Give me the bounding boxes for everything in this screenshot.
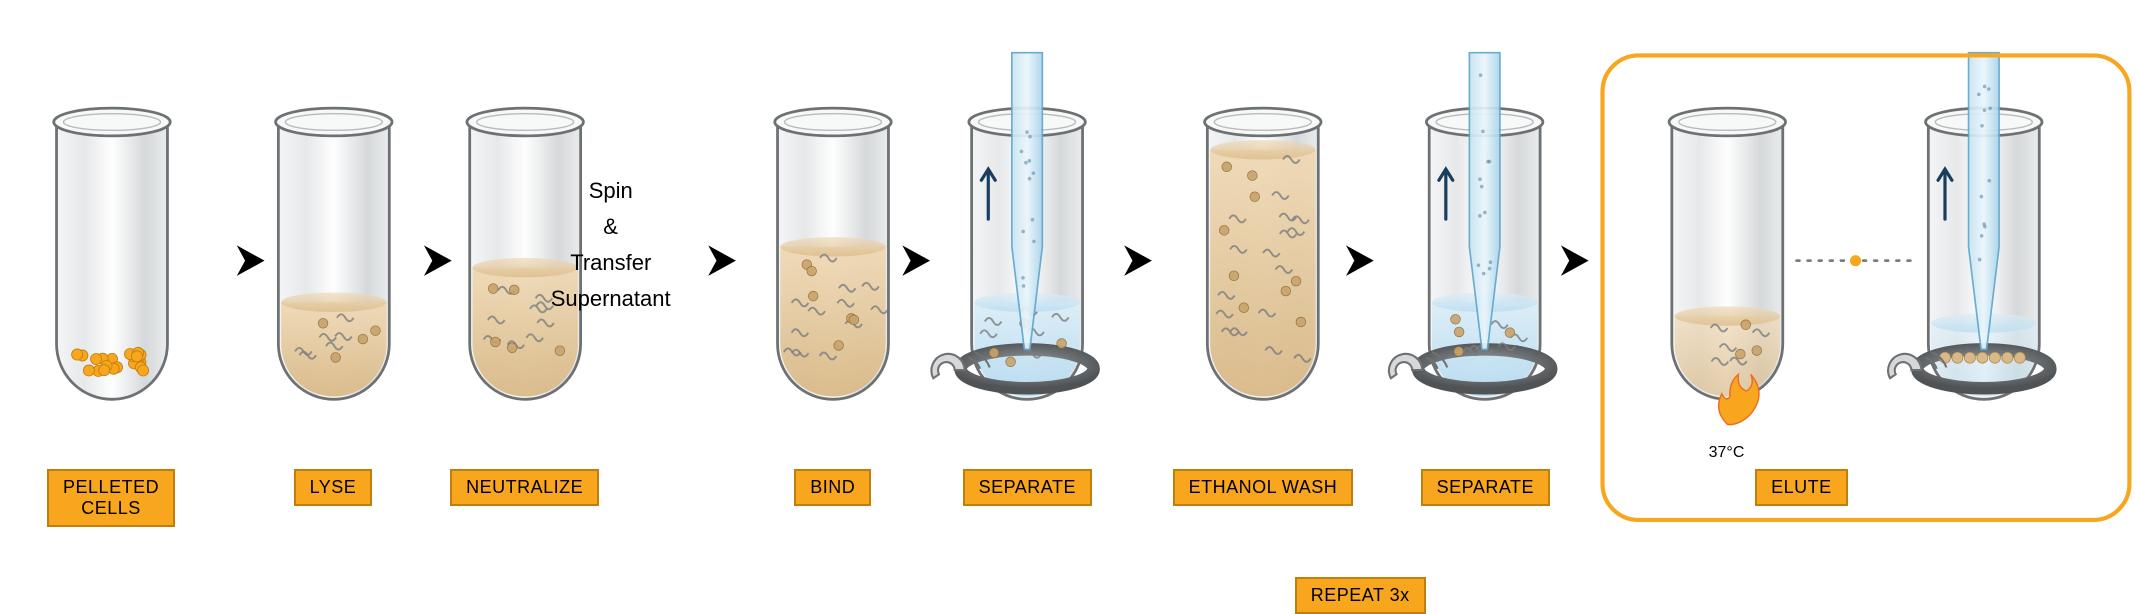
label-separate1: SEPARATE: [963, 469, 1092, 506]
step-arrow: [424, 245, 452, 276]
label-lyse: LYSE: [294, 469, 373, 506]
tube-pelleted: [54, 108, 170, 399]
step-arrow: [708, 245, 736, 276]
step-arrow: [1561, 245, 1589, 276]
tube-bind: [775, 108, 891, 399]
label-pelleted: PELLETEDCELLS: [47, 469, 175, 527]
tube-neutralize: [467, 108, 583, 399]
label-neutralize: NEUTRALIZE: [450, 469, 599, 506]
spin-text-0: Spin: [589, 178, 633, 204]
step-arrow: [1124, 245, 1152, 276]
tube-lyse: [276, 108, 392, 399]
step-arrow: [1346, 245, 1374, 276]
tube-separate2: [1383, 53, 1552, 400]
tube-ethanol: [1205, 108, 1321, 399]
label-separate2: SEPARATE: [1421, 469, 1550, 506]
tube-elute_out: [1917, 53, 2050, 400]
step-arrow: [902, 245, 930, 276]
step-arrow: [237, 245, 265, 276]
label-elute: ELUTE: [1755, 469, 1848, 506]
temp-label: 37°C: [1709, 444, 1745, 462]
spin-text-2: Transfer: [570, 250, 651, 276]
spin-text-1: &: [603, 214, 618, 240]
label-repeat: REPEAT 3x: [1295, 577, 1426, 614]
tube-elute_in: [1669, 108, 1785, 424]
tube-separate1: [925, 53, 1094, 400]
spin-text-3: Supernatant: [551, 286, 671, 312]
label-ethanol: ETHANOL WASH: [1173, 469, 1354, 506]
label-bind: BIND: [794, 469, 871, 506]
